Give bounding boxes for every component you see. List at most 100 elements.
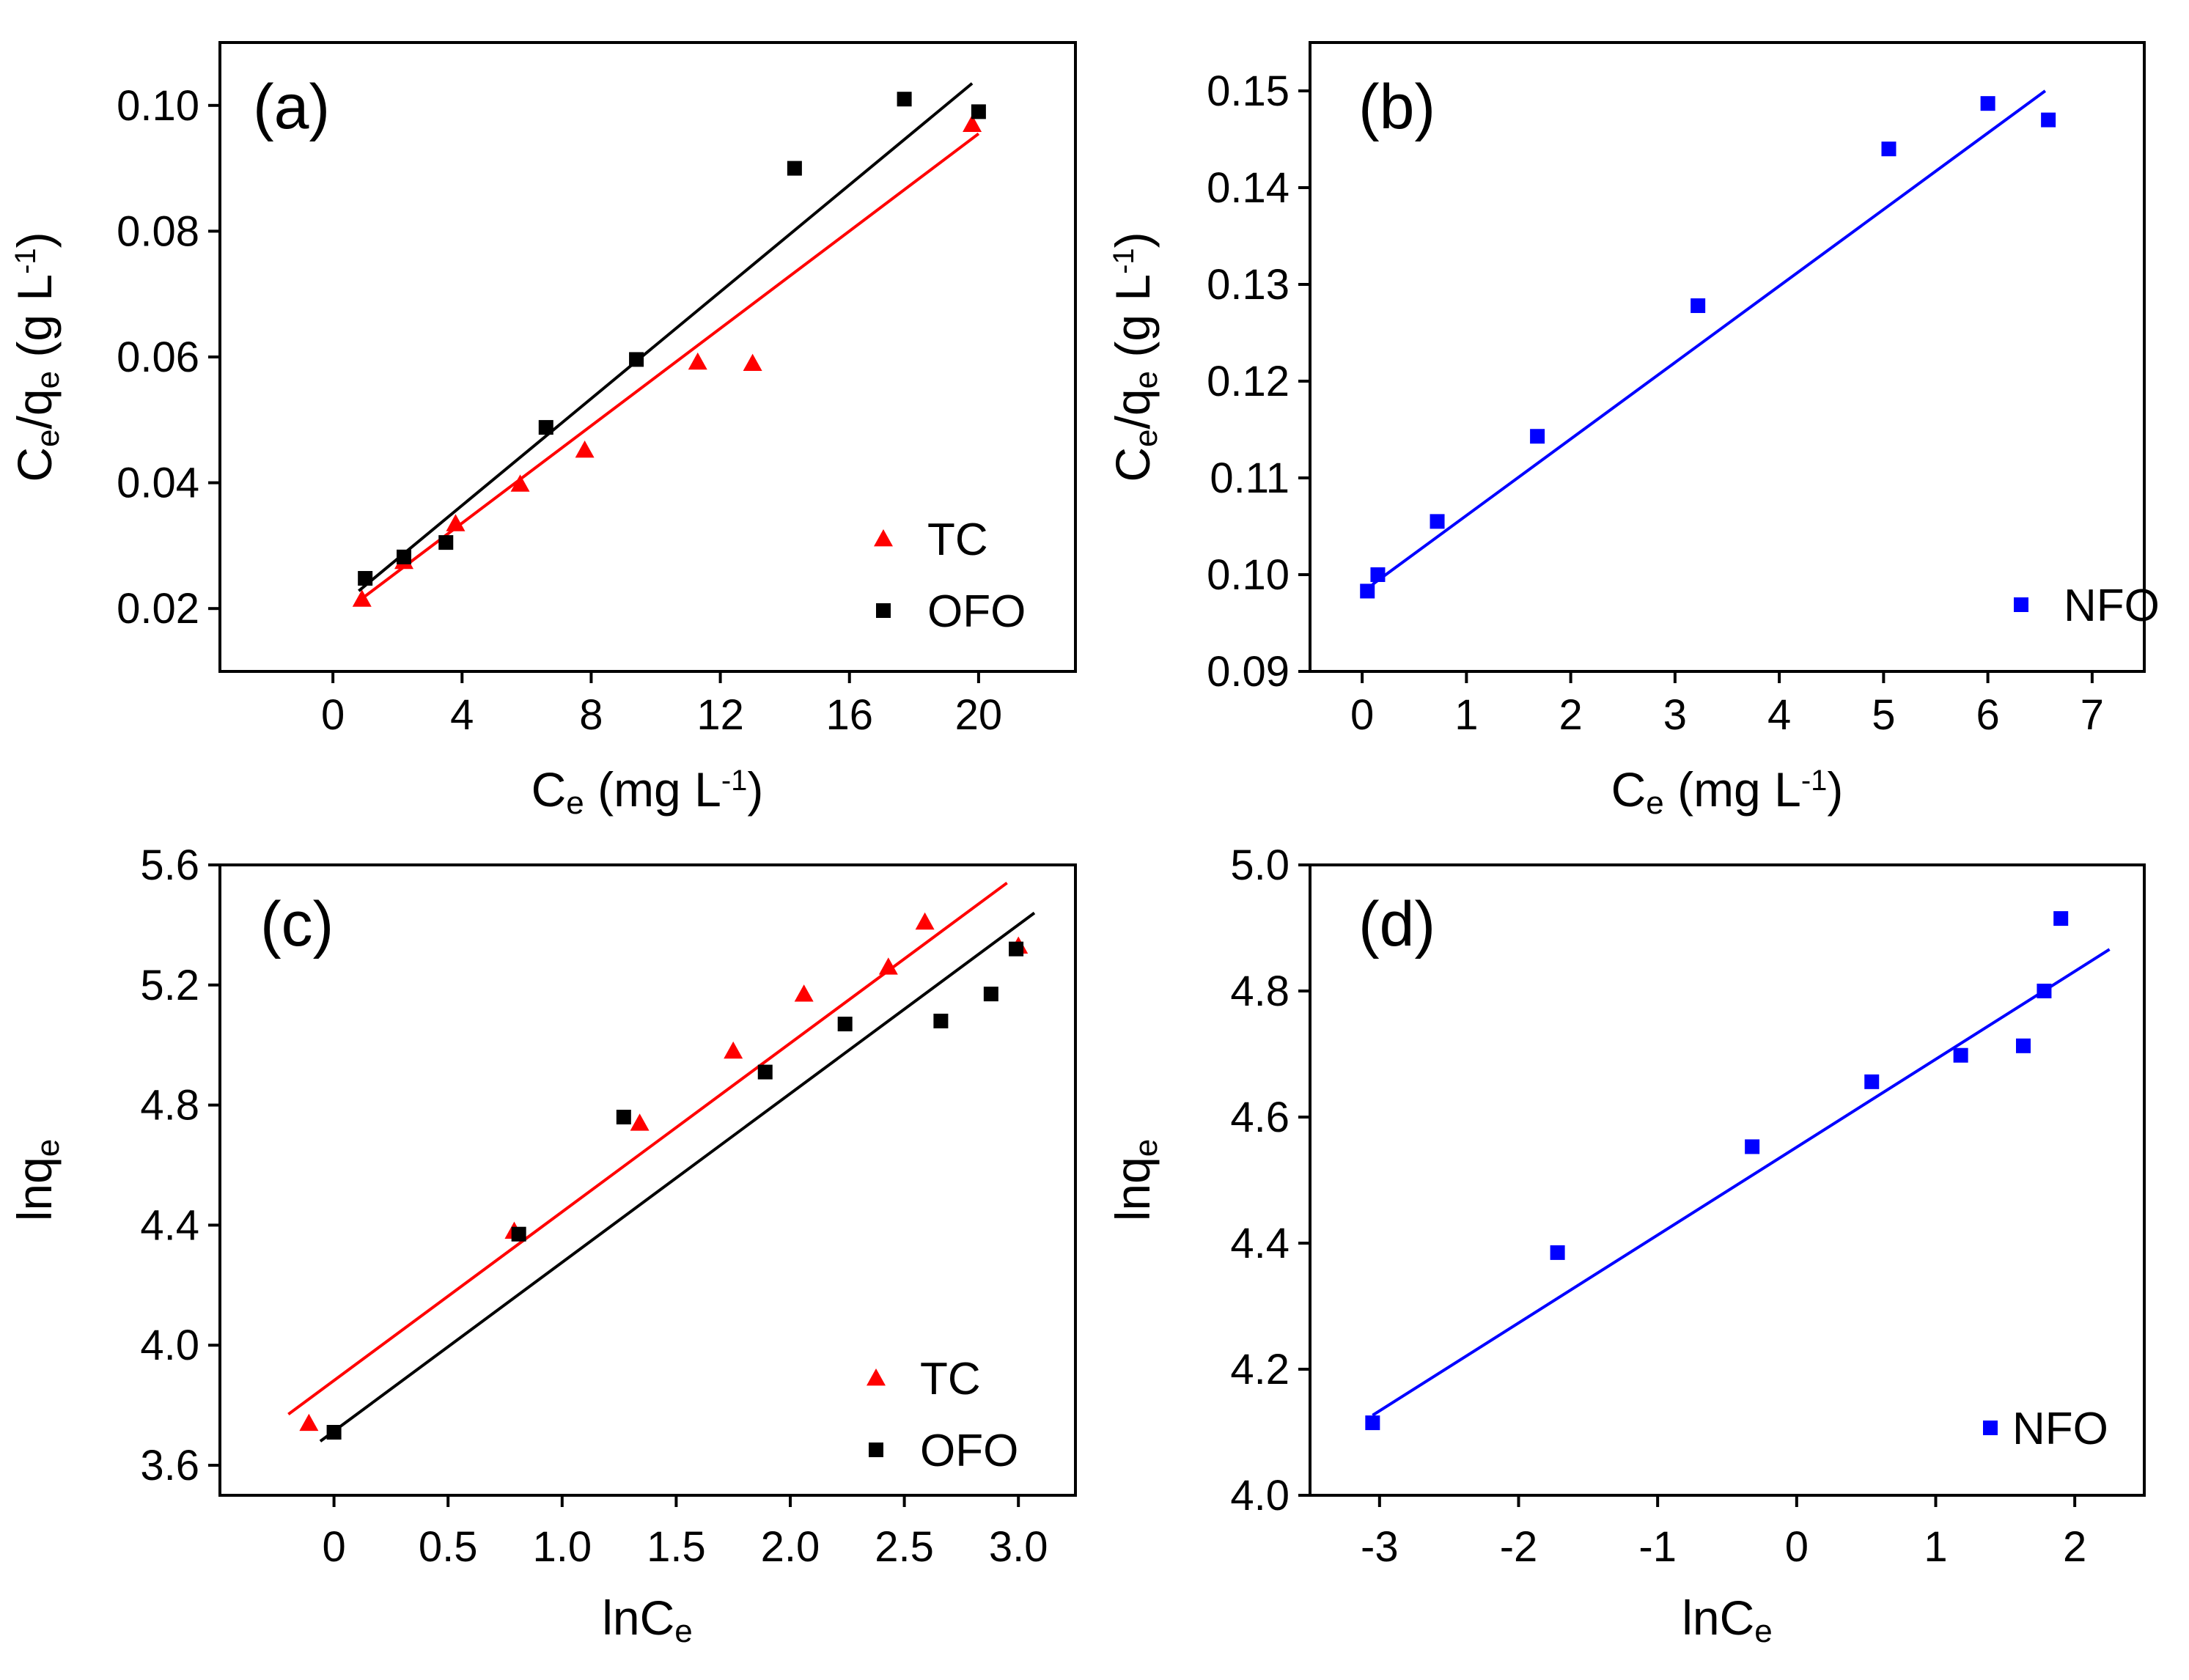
x-tick-label-a: 16 bbox=[825, 691, 873, 739]
x-tick-label-c: 0.5 bbox=[419, 1523, 478, 1571]
point-d-nfo bbox=[1365, 1415, 1380, 1431]
point-b-nfo bbox=[1370, 567, 1386, 582]
y-tick-label-b: 0.13 bbox=[1207, 261, 1290, 309]
panel-c: 0 0.5 1.0 1.5 2.0 2.5 3.0 3.6 4.0 4.4 4.8 5.2 5.6 (c)… bbox=[7, 841, 1077, 1649]
x-tick-label-d: 2 bbox=[2063, 1523, 2086, 1571]
y-axis-title-part: C bbox=[1105, 447, 1160, 482]
y-tick-label-d: 5.0 bbox=[1230, 841, 1290, 889]
y-tick-label-a: 0.10 bbox=[117, 82, 199, 130]
y-axis-title-part: (g L bbox=[1105, 274, 1160, 371]
point-a-tc bbox=[963, 114, 982, 132]
y-axis-title-part: (g L bbox=[7, 274, 62, 371]
x-axis-title-sub: e bbox=[1754, 1613, 1772, 1649]
y-axis-title-part: e bbox=[1128, 371, 1164, 388]
point-b-nfo bbox=[1530, 429, 1545, 444]
panel-b: 0 1 2 3 4 5 6 7 0.09 0.10 0.11 0.12 0.13 0.14 0.15 (b) N… bbox=[1105, 41, 2160, 821]
x-axis-title-sub: e bbox=[1646, 785, 1663, 821]
point-a-ofo bbox=[538, 420, 553, 435]
x-axis-title-c: lnCe bbox=[602, 1591, 693, 1649]
plot-frame-a bbox=[218, 41, 1077, 673]
point-a-ofo bbox=[897, 92, 912, 107]
legend-marker-c-ofo bbox=[869, 1443, 883, 1457]
y-tick-label-b: 0.10 bbox=[1207, 551, 1290, 599]
point-d-nfo bbox=[2015, 1038, 2031, 1053]
x-axis-title-main: C bbox=[1611, 762, 1647, 817]
x-axis-title-main: C bbox=[531, 762, 567, 817]
y-tick-label-c: 4.4 bbox=[140, 1201, 199, 1249]
x-axis-title-d: lnCe bbox=[1682, 1591, 1773, 1649]
x-tick-label-c: 1.0 bbox=[532, 1523, 592, 1571]
point-a-tc bbox=[575, 440, 595, 458]
x-axis-title-end: ) bbox=[1827, 762, 1843, 817]
point-b-nfo bbox=[2041, 112, 2056, 128]
point-b-nfo bbox=[1980, 96, 1995, 111]
x-axis-title-end: ) bbox=[747, 762, 763, 817]
x-tick-label-d: 0 bbox=[1785, 1523, 1809, 1571]
plot-frame-d bbox=[1309, 863, 2146, 1497]
y-tick-label-d: 4.6 bbox=[1230, 1094, 1290, 1141]
point-b-nfo bbox=[1360, 583, 1375, 599]
x-tick-label-c: 0 bbox=[322, 1523, 345, 1571]
point-a-tc bbox=[446, 514, 466, 531]
point-a-ofo bbox=[438, 535, 454, 550]
point-c-tc bbox=[299, 1413, 319, 1432]
y-tick-label-b: 0.15 bbox=[1207, 67, 1290, 115]
y-axis-title-part: e bbox=[30, 430, 66, 447]
fit-line-a-ofo bbox=[358, 82, 974, 592]
point-a-tc bbox=[743, 353, 762, 371]
x-tick-label-a: 4 bbox=[450, 691, 474, 739]
legend-marker-b-nfo bbox=[2014, 597, 2028, 612]
point-a-ofo bbox=[397, 549, 412, 564]
panel-label-a: (a) bbox=[253, 72, 330, 142]
x-axis-title-unit: (mg L bbox=[1664, 762, 1801, 817]
y-axis-title-a: Ce/qe (g L-1) bbox=[7, 232, 66, 482]
y-axis-title-part: e bbox=[30, 371, 66, 388]
point-c-ofo bbox=[757, 1064, 773, 1080]
panel-label-d: (d) bbox=[1358, 889, 1435, 959]
panel-label-c: (c) bbox=[260, 889, 334, 959]
y-tick-label-c: 5.6 bbox=[140, 841, 199, 889]
x-axis-title-main: lnC bbox=[602, 1591, 674, 1645]
point-d-nfo bbox=[1745, 1139, 1760, 1154]
point-c-ofo bbox=[511, 1226, 526, 1242]
y-tick-label-d: 4.8 bbox=[1230, 968, 1290, 1015]
point-c-tc bbox=[915, 912, 935, 930]
panel-label-b: (b) bbox=[1358, 72, 1435, 142]
y-axis-title-part: C bbox=[7, 447, 62, 482]
x-axis-title-main: lnC bbox=[1682, 1591, 1754, 1645]
x-tick-label-a: 0 bbox=[321, 691, 345, 739]
x-tick-label-c: 3.0 bbox=[989, 1523, 1048, 1571]
point-c-ofo bbox=[983, 987, 998, 1002]
y-axis-title-b: Ce/qe (g L-1) bbox=[1105, 232, 1164, 482]
y-tick-label-c: 3.6 bbox=[140, 1442, 199, 1489]
y-axis-title-part: lnq bbox=[1105, 1157, 1160, 1221]
point-a-ofo bbox=[629, 352, 644, 367]
y-axis-title-part: e bbox=[1128, 430, 1164, 447]
point-c-tc bbox=[630, 1113, 650, 1131]
plot-frame-c bbox=[218, 863, 1077, 1497]
x-axis-title-sub: e bbox=[674, 1613, 692, 1649]
y-axis-title-c: lnqe bbox=[7, 1139, 66, 1222]
y-axis-title-part: lnq bbox=[7, 1157, 62, 1221]
legend-label-b-nfo: NFO bbox=[2064, 581, 2160, 631]
point-c-tc bbox=[724, 1041, 743, 1059]
x-tick-label-b: 1 bbox=[1454, 691, 1478, 739]
x-tick-label-a: 8 bbox=[579, 691, 603, 739]
y-tick-label-d: 4.0 bbox=[1230, 1472, 1290, 1519]
fit-line-c-ofo bbox=[319, 911, 1036, 1443]
point-d-nfo bbox=[1550, 1245, 1565, 1260]
y-axis-title-part: ) bbox=[7, 232, 62, 248]
legend-label-c-tc: TC bbox=[920, 1354, 981, 1404]
y-tick-label-b: 0.09 bbox=[1207, 648, 1290, 696]
x-axis-title-sup: -1 bbox=[1801, 765, 1828, 797]
point-b-nfo bbox=[1881, 141, 1896, 157]
y-tick-label-a: 0.08 bbox=[117, 207, 199, 255]
x-tick-label-b: 4 bbox=[1767, 691, 1791, 739]
y-tick-label-d: 4.2 bbox=[1230, 1346, 1290, 1393]
x-tick-label-c: 2.5 bbox=[875, 1523, 934, 1571]
legend-label-d-nfo: NFO bbox=[2012, 1404, 2108, 1454]
y-tick-label-c: 4.8 bbox=[140, 1082, 199, 1130]
legend-marker-c-tc bbox=[867, 1368, 886, 1386]
x-tick-label-b: 2 bbox=[1559, 691, 1582, 739]
